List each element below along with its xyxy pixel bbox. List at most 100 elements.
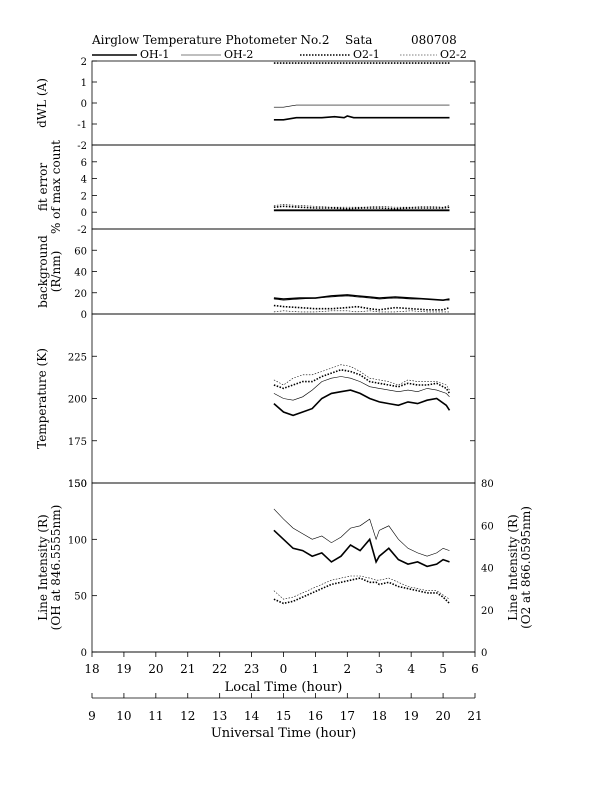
legend: OH-1 OH-2 O2-1 O2-2 bbox=[92, 48, 467, 61]
panel-3: 60 40 20 0 background (R/nm) bbox=[36, 228, 476, 321]
x-tick-label: 4 bbox=[407, 662, 415, 676]
local-time-axis-title: Local Time (hour) bbox=[225, 680, 343, 695]
x-tick-label: 19 bbox=[116, 662, 131, 676]
x-tick-label: 18 bbox=[84, 662, 99, 676]
panel-frame bbox=[91, 228, 476, 315]
y-tick-label: 0 bbox=[81, 310, 87, 321]
y-tick-label: -1 bbox=[77, 120, 87, 131]
y-tick-label: 2 bbox=[81, 191, 87, 202]
legend-label-o2-1: O2-1 bbox=[353, 48, 380, 61]
panels: 2 1 0 -1 -2 dWL (A) 6 4 20 -2 fit error% of max co… bbox=[35, 57, 533, 659]
series-line-oh-1 bbox=[273, 529, 450, 568]
y-tick-label: 150 bbox=[68, 479, 87, 490]
legend-label-oh-1: OH-1 bbox=[140, 48, 169, 61]
y-tick-label: 20 bbox=[74, 289, 87, 300]
y-tick-label-right: 60 bbox=[481, 521, 494, 532]
x-tick-label: 23 bbox=[244, 662, 259, 676]
panel-frame bbox=[91, 144, 476, 230]
series-line-oh-1 bbox=[273, 115, 450, 121]
y-axis-label: fit error bbox=[36, 163, 50, 211]
x-tick-label: 14 bbox=[244, 709, 260, 723]
x-tick-label: 1 bbox=[312, 662, 320, 676]
panel-frame bbox=[91, 60, 476, 146]
x-tick-label: 16 bbox=[308, 709, 323, 723]
y-tick-label-right: 40 bbox=[481, 564, 494, 575]
x-tick-label: 15 bbox=[276, 709, 291, 723]
y-tick-label: -2 bbox=[77, 225, 87, 236]
series-line-o2-1 bbox=[273, 368, 451, 394]
y-tick-label-right: 20 bbox=[481, 606, 494, 617]
x-tick-label: 21 bbox=[180, 662, 195, 676]
y-tick-label: 100 bbox=[68, 535, 87, 546]
series-line-oh-2 bbox=[273, 508, 450, 557]
y-axis-label: Temperature (K) bbox=[35, 348, 49, 449]
series-line-o2-1 bbox=[273, 577, 451, 605]
y-tick-label: 40 bbox=[74, 268, 87, 279]
y-axis-label: (OH at 846.5555nm) bbox=[49, 505, 63, 631]
x-tick-label: 11 bbox=[148, 709, 163, 723]
y-axis-label: Line Intensity (R) bbox=[36, 514, 50, 620]
series-line-o2-2 bbox=[273, 575, 450, 600]
x-tick-label: 13 bbox=[212, 709, 227, 723]
y-axis-label: % of max count bbox=[49, 140, 63, 234]
panel-4: 225 200 175 150 Temperature (K) bbox=[35, 313, 476, 490]
legend-label-oh-2: OH-2 bbox=[224, 48, 253, 61]
series-line-oh-1 bbox=[273, 389, 451, 417]
series-line-o2-2 bbox=[273, 204, 450, 208]
series-line-o2-1 bbox=[273, 304, 450, 311]
x-tick-label: 22 bbox=[212, 662, 227, 676]
y-tick-label-right: 0 bbox=[481, 648, 487, 659]
series-line-o2-2 bbox=[273, 310, 450, 313]
series-line-oh-2 bbox=[273, 104, 450, 108]
legend-label-o2-2: O2-2 bbox=[440, 48, 467, 61]
x-tick-label: 17 bbox=[340, 709, 355, 723]
x-tick-label: 2 bbox=[344, 662, 352, 676]
y-tick-label: 6 bbox=[81, 158, 87, 169]
y-tick-label: 1 bbox=[81, 78, 87, 89]
y-tick-label: 150 bbox=[68, 479, 87, 490]
x-tick-label: 20 bbox=[435, 709, 450, 723]
panel-frame bbox=[91, 482, 476, 653]
x-tick-label: 0 bbox=[280, 662, 288, 676]
station-label: Sata bbox=[345, 33, 372, 47]
x-tick-label: 18 bbox=[372, 709, 387, 723]
x-tick-label: 19 bbox=[404, 709, 419, 723]
x-tick-label: 10 bbox=[116, 709, 131, 723]
universal-time-axis-title: Universal Time (hour) bbox=[211, 726, 356, 741]
y-tick-label: -2 bbox=[77, 141, 87, 152]
y-tick-label: 0 bbox=[81, 99, 87, 110]
y-tick-label: 175 bbox=[68, 437, 87, 448]
y-axis-label: dWL (A) bbox=[35, 78, 49, 128]
y-tick-label: 200 bbox=[68, 395, 87, 406]
series-line-oh-2 bbox=[273, 376, 450, 401]
y-axis-label-right: (O2 at 866.0595nm) bbox=[519, 506, 533, 629]
x-tick-label: 21 bbox=[467, 709, 482, 723]
panel-1: 2 1 0 -1 -2 dWL (A) bbox=[35, 57, 476, 152]
series-line-o2-1 bbox=[273, 205, 450, 210]
y-tick-label: 50 bbox=[74, 592, 87, 603]
panel-2: 6 4 2 0 -2 fit error% of max count bbox=[36, 140, 476, 236]
y-axis-label: (R/nm) bbox=[49, 251, 63, 293]
x-tick-label: 12 bbox=[180, 709, 195, 723]
universal-time-axis: 9 10 11 12 13 14 15 16 17 18 19 20 21 Universal Time … bbox=[88, 693, 483, 741]
series-line-o2-2 bbox=[273, 364, 450, 391]
y-tick-label: 4 bbox=[81, 175, 87, 186]
y-tick-label: 60 bbox=[74, 246, 87, 257]
y-tick-label-right: 80 bbox=[481, 479, 494, 490]
date-label: 080708 bbox=[411, 33, 457, 47]
y-tick-label: 0 bbox=[81, 208, 87, 219]
x-tick-label: 9 bbox=[88, 709, 96, 723]
y-tick-label: 0 bbox=[81, 648, 87, 659]
x-tick-label: 5 bbox=[439, 662, 447, 676]
y-axis-label: background bbox=[36, 235, 50, 308]
chart-title: Airglow Temperature Photometer No.2 bbox=[91, 33, 330, 47]
y-axis-label-right: Line Intensity (R) bbox=[506, 514, 520, 620]
series-line-oh-2 bbox=[273, 295, 450, 301]
x-tick-label: 3 bbox=[375, 662, 383, 676]
x-tick-label: 20 bbox=[148, 662, 163, 676]
y-tick-label: 225 bbox=[68, 352, 87, 363]
